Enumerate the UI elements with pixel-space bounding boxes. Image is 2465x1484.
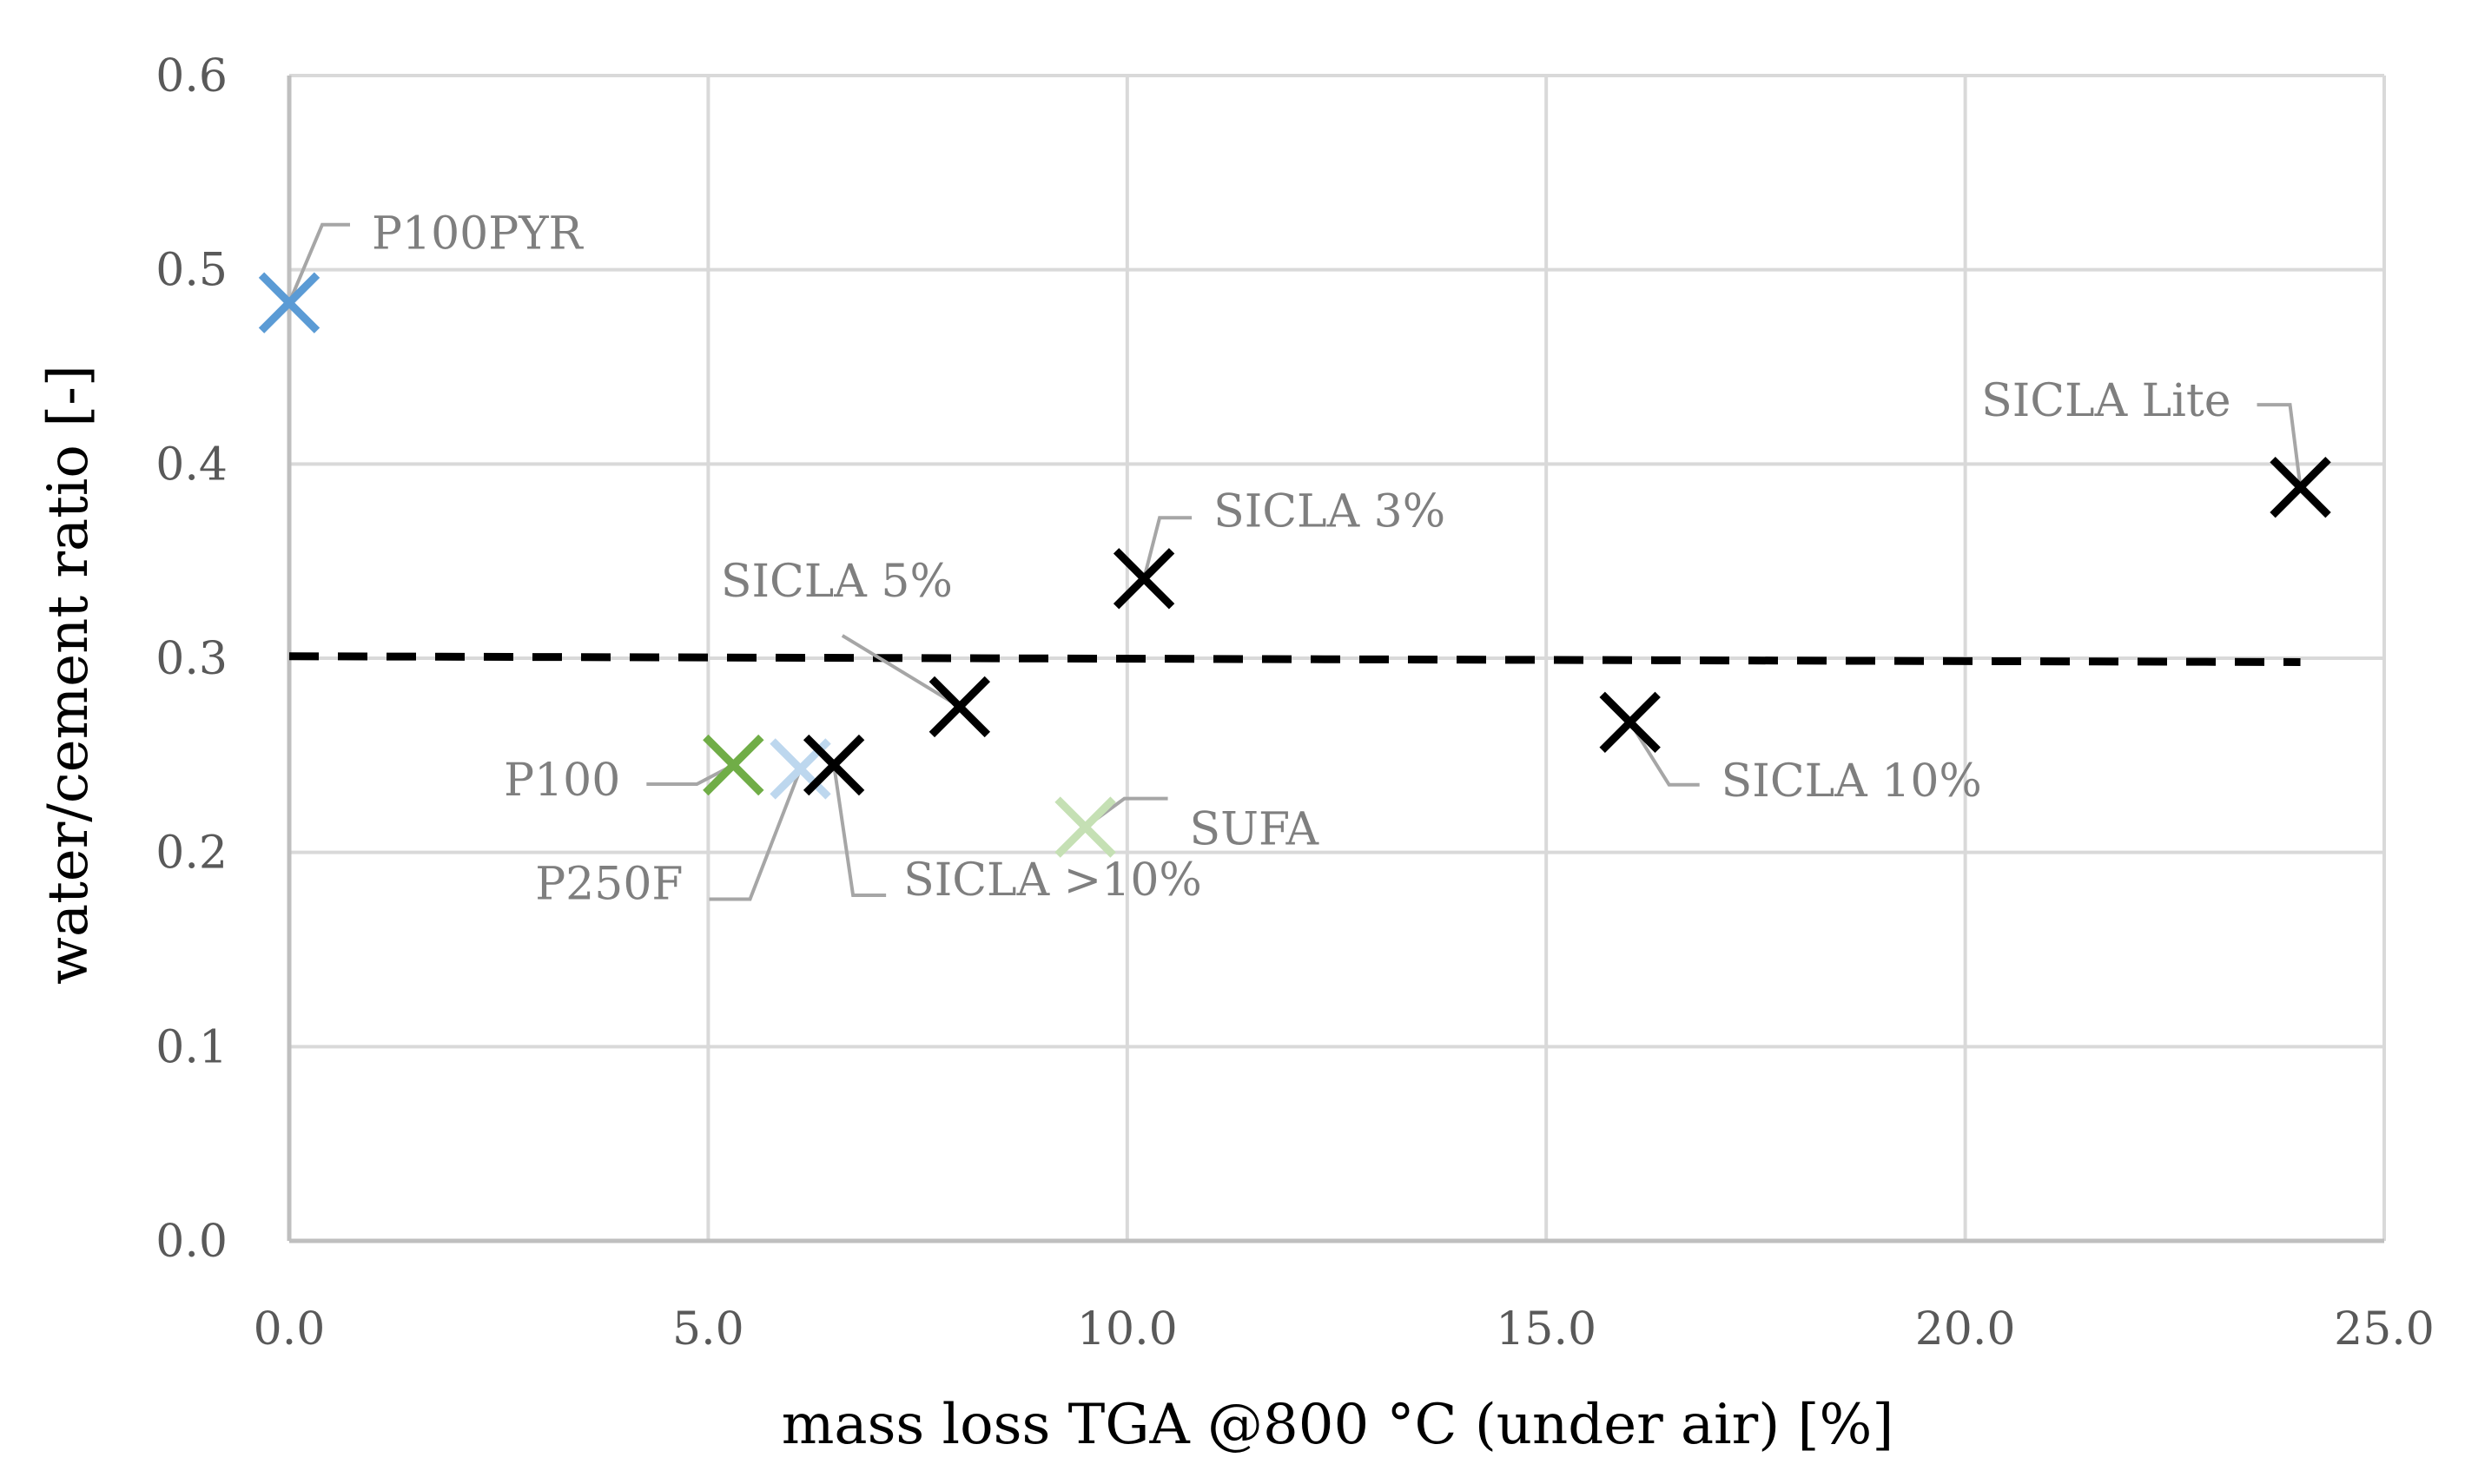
x-tick-label: 5.0 bbox=[672, 1303, 744, 1355]
label-leader bbox=[646, 763, 735, 787]
reference-line-layer bbox=[288, 652, 2301, 666]
data-label: P100PYR bbox=[372, 208, 585, 261]
label-leader bbox=[1142, 516, 1193, 579]
y-tick-label: 0.1 bbox=[155, 1021, 228, 1073]
data-labels: P100PYR P100 P250F SICLA >10% SICLA 5% SUFA SI… bbox=[372, 208, 2231, 911]
label-leader bbox=[1628, 721, 1700, 787]
x-tick-label: 10.0 bbox=[1077, 1303, 1178, 1355]
label-leader bbox=[841, 634, 961, 709]
x-tick-label: 25.0 bbox=[2334, 1303, 2435, 1355]
data-label: SICLA Lite bbox=[1981, 375, 2230, 427]
marker-stroke bbox=[1113, 548, 1175, 610]
y-tick-label: 0.5 bbox=[155, 245, 228, 297]
marker-stroke bbox=[1054, 796, 1116, 858]
marker-stroke bbox=[1599, 691, 1661, 753]
data-label: SICLA 3% bbox=[1213, 485, 1445, 538]
label-leader bbox=[832, 764, 887, 898]
label-leader bbox=[2257, 403, 2303, 488]
x-tick-label: 0.0 bbox=[254, 1303, 326, 1355]
y-tick-label: 0.3 bbox=[155, 633, 228, 685]
scatter-point bbox=[803, 734, 865, 796]
label-leaders bbox=[287, 222, 2303, 901]
scatter-point bbox=[1054, 796, 1116, 858]
label-leader bbox=[709, 768, 803, 901]
scatter-point bbox=[1113, 548, 1175, 610]
x-axis-title: mass loss TGA @800 °C (under air) [%] bbox=[782, 1393, 1894, 1457]
label-leader bbox=[287, 222, 350, 304]
data-label: SICLA 5% bbox=[721, 556, 953, 608]
data-label: SICLA 10% bbox=[1722, 755, 1982, 808]
y-tick-label: 0.6 bbox=[155, 50, 228, 102]
scatter-point bbox=[2270, 456, 2331, 518]
marker-stroke bbox=[2270, 456, 2331, 518]
reference-line bbox=[288, 652, 2301, 666]
scatter-point bbox=[1599, 691, 1661, 753]
y-tick-label: 0.2 bbox=[155, 828, 228, 880]
marker-stroke bbox=[803, 734, 865, 796]
scatter-point bbox=[703, 734, 764, 796]
data-markers bbox=[258, 272, 2331, 858]
marker-stroke bbox=[258, 272, 321, 333]
x-tick-label: 15.0 bbox=[1496, 1303, 1596, 1355]
y-tick-label: 0.4 bbox=[155, 439, 228, 491]
data-label: P100 bbox=[504, 755, 620, 807]
y-axis-title: water/cement ratio [-] bbox=[36, 365, 101, 985]
x-tick-label: 20.0 bbox=[1915, 1303, 2016, 1355]
marker-stroke bbox=[929, 676, 991, 738]
scatter-point bbox=[258, 272, 321, 333]
data-label: P250F bbox=[535, 858, 683, 910]
data-label: SICLA >10% bbox=[903, 854, 1202, 907]
y-tick-label: 0.0 bbox=[155, 1216, 228, 1268]
data-label: SUFA bbox=[1190, 804, 1320, 856]
tick-labels: 0.0 0.1 0.2 0.3 0.4 0.5 0.6 0.0 5.0 10.0 15.0 20.0 2… bbox=[155, 50, 2435, 1355]
scatter-point bbox=[929, 676, 991, 738]
marker-stroke bbox=[703, 734, 764, 796]
